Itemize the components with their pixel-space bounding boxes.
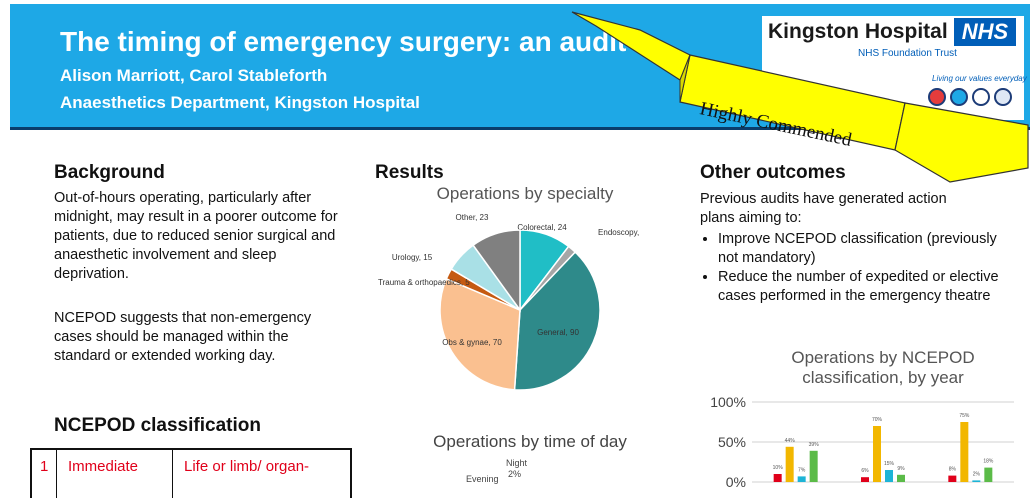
specialty-chart-title: Operations by specialty [436, 184, 614, 203]
value-icon [994, 88, 1012, 106]
bar [897, 474, 905, 482]
other-outcomes-list: Improve NCEPOD classification (previousl… [700, 230, 1018, 306]
results-heading: Results [375, 162, 444, 183]
logo-nhs-badge: NHS [954, 18, 1016, 46]
bar-label: 8% [949, 467, 957, 473]
bar-label: 39% [809, 442, 820, 448]
bar-label: 18% [983, 459, 994, 465]
bar [861, 477, 869, 482]
pie-slice [513, 251, 601, 391]
value-icon [928, 88, 946, 106]
pie-slice [439, 277, 521, 391]
background-paragraph: Out-of-hours operating, particularly aft… [54, 190, 338, 282]
table-divider [172, 450, 173, 498]
y-tick-label: 100% [710, 394, 746, 410]
bar [809, 450, 818, 482]
pie-slice [472, 229, 521, 313]
logo-values-tagline: Living our values everyday [932, 74, 1027, 83]
bar [960, 422, 969, 482]
bar-label: 75% [959, 413, 970, 419]
bar-label: 10% [773, 465, 784, 471]
bar-label: 9% [897, 466, 905, 472]
specialty-pie-chart: Colorectal, 24 Endoscopy, 4 General, 90 Obs… [378, 213, 640, 391]
value-icon [972, 88, 990, 106]
pie-slice-label: Urology, 15 [392, 253, 433, 262]
bar [797, 476, 806, 482]
other-outcomes-heading: Other outcomes [700, 162, 846, 183]
bar-label: 70% [872, 417, 883, 423]
poster-authors: Alison Marriott, Carol Stableforth [60, 66, 328, 85]
ncepod-row-name: Immediate [68, 458, 139, 475]
ncepod-paragraph: NCEPOD suggests that non-emergency cases… [54, 310, 312, 364]
y-tick-label: 50% [718, 434, 746, 450]
logo-trust-name: NHS Foundation Trust [858, 48, 957, 59]
ncepod-bar-chart: 100% 50% 0% 10% 44% 7% 39% 6% 70% 15%9% 8% 75% 2%18% [710, 394, 1014, 490]
time-of-day-chart-title: Operations by time of day [433, 432, 627, 451]
logo-hospital-name: Kingston Hospital [768, 20, 948, 43]
ncepod-table: 1 Immediate Life or limb/ organ- [30, 448, 352, 498]
time-night-percent: 2% [508, 469, 522, 479]
bar-label: 44% [785, 438, 796, 444]
ncepod-heading: NCEPOD classification [54, 415, 261, 436]
bar [984, 467, 993, 482]
table-divider [56, 450, 57, 498]
other-outcomes-item: Improve NCEPOD classification (previousl… [718, 230, 1018, 268]
bar-label: 6% [861, 468, 869, 474]
bar [885, 470, 893, 482]
bar-label: 2% [973, 471, 981, 477]
ncepod-row-number: 1 [40, 458, 49, 475]
other-outcomes-item: Reduce the number of expedited or electi… [718, 268, 1018, 306]
ncepod-row-description: Life or limb/ organ- [184, 458, 310, 475]
bar-label: 15% [884, 461, 895, 467]
values-icons [928, 88, 1012, 106]
time-night-label: Night [506, 458, 528, 468]
hospital-logo: Kingston Hospital NHS NHS Foundation Tru… [762, 16, 1027, 120]
background-heading: Background [54, 162, 165, 183]
pie-slice-label: Obs & gynae, 70 [442, 338, 502, 347]
poster-header: The timing of emergency surgery: an audi… [10, 4, 1030, 130]
bar [873, 426, 881, 482]
poster-department: Anaesthetics Department, Kingston Hospit… [60, 93, 420, 112]
time-evening-label: Evening [466, 474, 499, 484]
pie-slice-label: Colorectal, 24 [517, 223, 567, 232]
y-tick-label: 0% [726, 474, 746, 490]
bar [948, 475, 957, 482]
poster-title: The timing of emergency surgery: an audi… [60, 26, 627, 57]
ncepod-chart-title: Operations by NCEPOD classification, by … [791, 348, 975, 387]
other-outcomes-intro: Previous audits have generated action pl… [700, 191, 947, 226]
pie-slice-label: Other, 23 [456, 213, 489, 222]
pie-slice-label: Endoscopy, 4 [598, 228, 640, 237]
bar [785, 446, 794, 482]
pie-slice-label: Trauma & orthopaedics, 5 [378, 278, 470, 287]
bar-label: 7% [798, 467, 806, 473]
bar [972, 480, 981, 482]
value-icon [950, 88, 968, 106]
pie-slice-label: General, 90 [537, 328, 579, 337]
bar [773, 474, 782, 482]
